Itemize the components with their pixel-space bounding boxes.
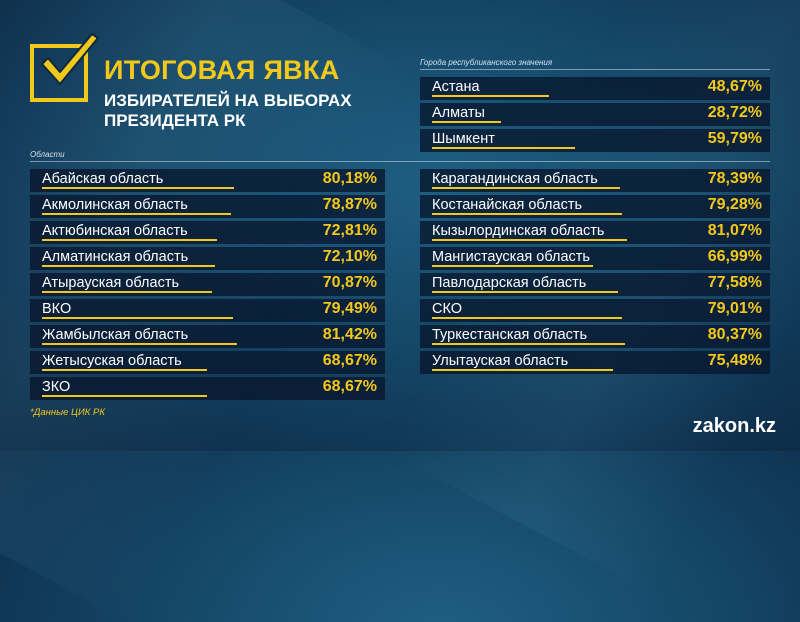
checkbox-frame bbox=[30, 44, 88, 102]
region-name: ЗКО bbox=[42, 379, 71, 395]
turnout-bar bbox=[432, 265, 593, 267]
turnout-bar bbox=[42, 395, 207, 397]
turnout-bar bbox=[42, 213, 232, 215]
region-name: Астана bbox=[432, 79, 480, 95]
chart-row: Жетысуская область 68,67% bbox=[30, 351, 385, 374]
chart-row: Карагандинская область 78,39% bbox=[420, 169, 770, 192]
cities-separator bbox=[420, 69, 770, 70]
chart-row: Улытауская область 75,48% bbox=[420, 351, 770, 374]
turnout-value: 68,67% bbox=[322, 352, 377, 369]
turnout-bar bbox=[42, 369, 207, 371]
region-name: Павлодарская область bbox=[432, 275, 587, 291]
page-title: ИТОГОВАЯ ЯВКА bbox=[104, 55, 340, 85]
chart-row: Туркестанская область 80,37% bbox=[420, 325, 770, 348]
turnout-value: 81,07% bbox=[707, 222, 762, 239]
turnout-bar bbox=[432, 291, 619, 293]
chart-row: Кызылординская область 81,07% bbox=[420, 221, 770, 244]
turnout-value: 78,87% bbox=[322, 196, 377, 213]
chart-row: Костанайская область 79,28% bbox=[420, 195, 770, 218]
turnout-bar bbox=[432, 147, 576, 149]
turnout-bar bbox=[432, 239, 627, 241]
turnout-value: 75,48% bbox=[707, 352, 762, 369]
turnout-bar bbox=[432, 213, 623, 215]
region-name: Актюбинская область bbox=[42, 223, 188, 239]
region-name: Кызылординская область bbox=[432, 223, 605, 239]
turnout-value: 66,99% bbox=[707, 248, 762, 265]
chart-row: Жамбылская область 81,42% bbox=[30, 325, 385, 348]
chart-row: Актюбинская область 72,81% bbox=[30, 221, 385, 244]
turnout-value: 79,01% bbox=[707, 300, 762, 317]
turnout-value: 68,67% bbox=[322, 378, 377, 395]
turnout-bar bbox=[42, 343, 238, 345]
chart-row: Шымкент 59,79% bbox=[420, 129, 770, 152]
turnout-bar bbox=[432, 369, 614, 371]
turnout-value: 77,58% bbox=[707, 274, 762, 291]
turnout-value: 48,67% bbox=[707, 78, 762, 95]
turnout-bar bbox=[42, 265, 216, 267]
turnout-value: 80,37% bbox=[707, 326, 762, 343]
region-name: Жетысуская область bbox=[42, 353, 182, 369]
region-name: Алматинская область bbox=[42, 249, 189, 265]
regions-separator bbox=[30, 161, 770, 162]
chart-row: Алматы 28,72% bbox=[420, 103, 770, 126]
region-name: Улытауская область bbox=[432, 353, 569, 369]
turnout-value: 72,10% bbox=[322, 248, 377, 265]
region-name: Мангистауская область bbox=[432, 249, 590, 265]
chart-row: Павлодарская область 77,58% bbox=[420, 273, 770, 296]
turnout-value: 81,42% bbox=[322, 326, 377, 343]
turnout-bar bbox=[42, 187, 235, 189]
turnout-bar bbox=[42, 291, 213, 293]
region-name: Жамбылская область bbox=[42, 327, 189, 343]
turnout-value: 72,81% bbox=[322, 222, 377, 239]
turnout-bar bbox=[42, 317, 233, 319]
chart-row: Астана 48,67% bbox=[420, 77, 770, 100]
turnout-bar bbox=[432, 343, 625, 345]
turnout-value: 79,28% bbox=[707, 196, 762, 213]
checkmark-icon bbox=[41, 33, 99, 85]
region-name: СКО bbox=[432, 301, 463, 317]
turnout-value: 78,39% bbox=[707, 170, 762, 187]
regions-section-label: Области bbox=[30, 150, 65, 159]
region-name: Атырауская область bbox=[42, 275, 180, 291]
turnout-bar bbox=[432, 187, 621, 189]
source-footnote: *Данные ЦИК РК bbox=[30, 407, 105, 418]
subtitle-line: ИЗБИРАТЕЛЕЙ НА ВЫБОРАХ bbox=[104, 91, 352, 110]
chart-row: Абайская область 80,18% bbox=[30, 169, 385, 192]
region-name: Алматы bbox=[432, 105, 485, 121]
region-name: Карагандинская область bbox=[432, 171, 598, 187]
chart-row: СКО 79,01% bbox=[420, 299, 770, 322]
chart-row: ВКО 79,49% bbox=[30, 299, 385, 322]
page-subtitle: ИЗБИРАТЕЛЕЙ НА ВЫБОРАХ ПРЕЗИДЕНТА РК bbox=[104, 91, 352, 131]
turnout-value: 70,87% bbox=[322, 274, 377, 291]
turnout-bar bbox=[42, 239, 217, 241]
cities-section-label: Города республиканского значения bbox=[420, 58, 553, 67]
turnout-value: 79,49% bbox=[322, 300, 377, 317]
turnout-bar bbox=[432, 95, 549, 97]
chart-row: Атырауская область 70,87% bbox=[30, 273, 385, 296]
turnout-value: 28,72% bbox=[707, 104, 762, 121]
region-name: Костанайская область bbox=[432, 197, 583, 213]
chart-row: ЗКО 68,67% bbox=[30, 377, 385, 400]
turnout-value: 80,18% bbox=[322, 170, 377, 187]
chart-row: Алматинская область 72,10% bbox=[30, 247, 385, 270]
turnout-bar bbox=[432, 317, 622, 319]
turnout-bar bbox=[432, 121, 501, 123]
region-name: ВКО bbox=[42, 301, 72, 317]
region-name: Абайская область bbox=[42, 171, 164, 187]
chart-row: Мангистауская область 66,99% bbox=[420, 247, 770, 270]
subtitle-line: ПРЕЗИДЕНТА РК bbox=[104, 111, 246, 130]
region-name: Акмолинская область bbox=[42, 197, 188, 213]
brand-logo: zakon.kz bbox=[692, 415, 776, 437]
region-name: Туркестанская область bbox=[432, 327, 588, 343]
region-name: Шымкент bbox=[432, 131, 495, 147]
chart-row: Акмолинская область 78,87% bbox=[30, 195, 385, 218]
turnout-value: 59,79% bbox=[707, 130, 762, 147]
